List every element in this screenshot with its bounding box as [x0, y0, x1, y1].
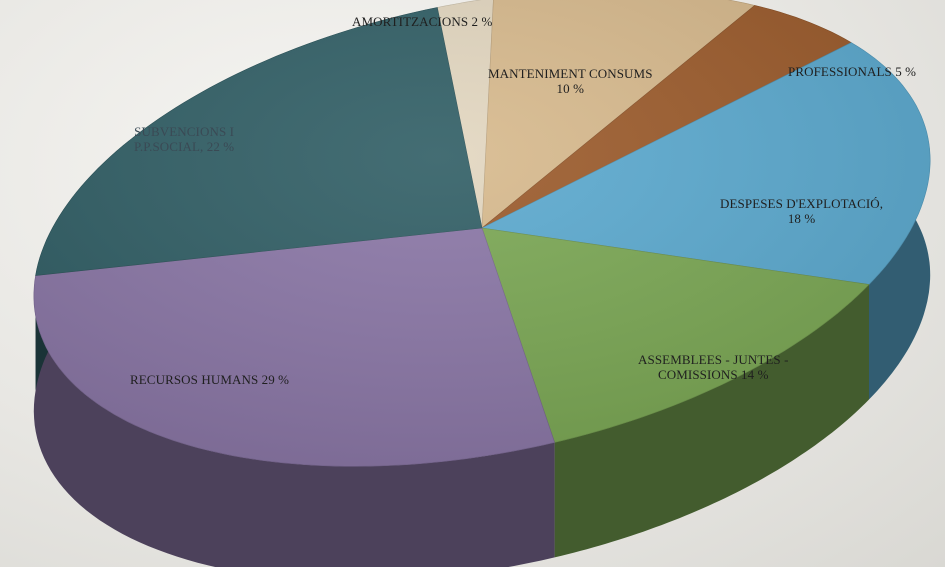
label-assemblees-line1: ASSEMBLEES - JUNTES -	[638, 352, 789, 367]
label-manteniment-consums: MANTENIMENT CONSUMS 10 %	[488, 66, 653, 96]
pie-wall-5	[33, 275, 555, 567]
label-subvencions-line1: SUBVENCIONS I	[134, 124, 235, 139]
label-manteniment-line2: 10 %	[556, 81, 585, 96]
label-assemblees-line2: COMISSIONS 14 %	[657, 367, 769, 382]
label-despeses-line2: 18 %	[787, 211, 816, 226]
label-despeses-line1: DESPESES D'EXPLOTACIÓ,	[720, 196, 884, 211]
label-manteniment-line1: MANTENIMENT CONSUMS	[488, 66, 653, 81]
label-professionals: PROFESSIONALS 5 %	[788, 64, 917, 79]
pie-top-face	[33, 0, 931, 467]
pie-top-shading	[33, 0, 931, 467]
label-amortitzacions: AMORTITZACIONS 2 %	[352, 14, 493, 29]
label-assemblees-juntes-comissions: ASSEMBLEES - JUNTES - COMISSIONS 14 %	[638, 352, 789, 382]
label-subvencions-pp-social: SUBVENCIONS I P.P.SOCIAL, 22 %	[134, 124, 234, 154]
label-subvencions-line2: P.P.SOCIAL, 22 %	[134, 139, 235, 154]
label-recursos-humans: RECURSOS HUMANS 29 %	[130, 372, 290, 387]
label-despeses-explotacio: DESPESES D'EXPLOTACIÓ, 18 %	[720, 196, 883, 226]
pie-wall-4	[554, 284, 869, 558]
